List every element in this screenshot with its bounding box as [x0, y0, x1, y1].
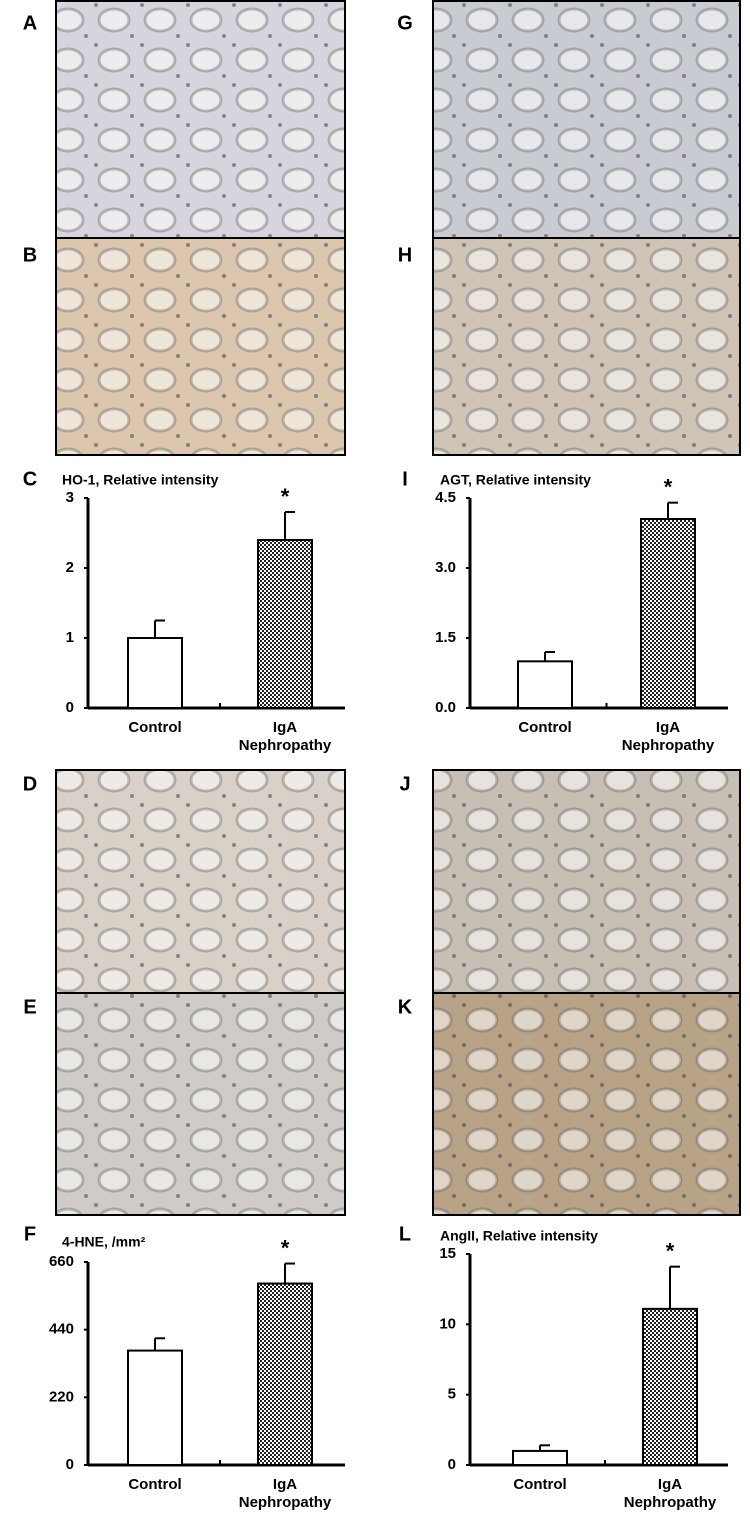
chart-title: 4-HNE, /mm² [62, 1234, 146, 1250]
micrograph-texture [55, 769, 346, 994]
panel-label: D [23, 773, 37, 795]
significance-marker: * [666, 1238, 675, 1263]
y-tick-label: 3 [66, 489, 74, 506]
y-tick-label: 2 [66, 559, 74, 576]
y-tick-label: 440 [49, 1321, 74, 1338]
bar [127, 1349, 183, 1466]
x-tick-label: Control [518, 719, 572, 736]
panel-label: C [23, 468, 37, 490]
bar [640, 518, 696, 709]
panel-label: F [24, 1223, 36, 1245]
x-tick-label: Control [513, 1476, 567, 1493]
micrograph-texture [432, 237, 741, 456]
y-tick-label: 4.5 [435, 489, 456, 506]
panel-label: B [23, 244, 37, 266]
y-tick-label: 220 [49, 1388, 74, 1405]
chart-title: AGT, Relative intensity [440, 472, 591, 488]
micrograph-texture [55, 992, 346, 1216]
panel-label: E [23, 996, 36, 1018]
chart-title: AngII, Relative intensity [440, 1228, 598, 1244]
bar [517, 660, 573, 709]
y-tick-label: 1 [66, 629, 74, 646]
bar [257, 539, 313, 709]
y-tick-label: 15 [439, 1245, 456, 1262]
panel-label: K [398, 996, 413, 1018]
x-tick-label: IgA Nephropathy [621, 719, 715, 754]
significance-marker: * [664, 474, 673, 499]
panel-label: L [399, 1223, 411, 1245]
y-tick-label: 1.5 [435, 629, 456, 646]
y-tick-label: 0 [66, 699, 74, 716]
significance-marker: * [281, 484, 290, 509]
chart-title: HO-1, Relative intensity [62, 472, 219, 488]
x-tick-label: IgA Nephropathy [238, 719, 332, 754]
y-tick-label: 10 [439, 1315, 456, 1332]
y-tick-label: 0 [66, 1456, 74, 1473]
micrograph-texture [55, 237, 346, 456]
y-tick-label: 660 [49, 1253, 74, 1270]
micrographs [55, 0, 741, 1216]
significance-marker: * [281, 1235, 290, 1260]
y-tick-label: 5 [448, 1386, 456, 1403]
panel-label: J [399, 773, 410, 795]
panel-label: I [402, 468, 408, 490]
y-tick-label: 0 [448, 1456, 456, 1473]
y-tick-label: 3.0 [435, 559, 456, 576]
x-tick-label: IgA Nephropathy [623, 1476, 717, 1511]
panel-label: G [397, 12, 413, 34]
x-tick-label: Control [128, 719, 182, 736]
bar [127, 637, 183, 709]
y-tick-label: 0.0 [435, 699, 456, 716]
micrograph-texture [55, 0, 346, 239]
micrograph-texture [432, 0, 741, 239]
x-tick-label: Control [128, 1476, 182, 1493]
micrograph-texture [432, 992, 741, 1216]
bar [512, 1449, 568, 1467]
bar [257, 1282, 313, 1466]
bar [642, 1307, 698, 1466]
micrograph-texture [432, 769, 741, 994]
x-tick-label: IgA Nephropathy [238, 1476, 332, 1511]
panel-label: H [398, 244, 412, 266]
panel-label: A [23, 12, 37, 34]
